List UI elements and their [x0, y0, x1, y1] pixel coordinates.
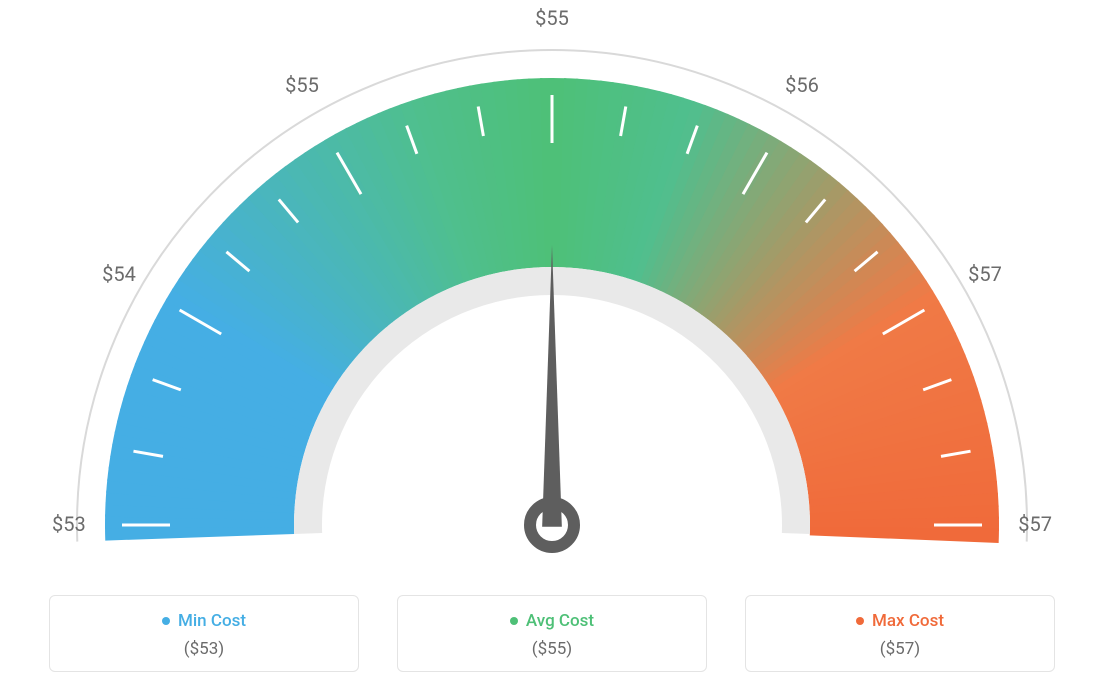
scale-label: $55: [535, 6, 569, 30]
scale-label: $54: [102, 262, 136, 286]
legend-label: Max Cost: [872, 611, 944, 631]
scale-label: $57: [968, 262, 1002, 286]
dot-icon: [856, 617, 864, 625]
legend-label: Avg Cost: [526, 611, 594, 631]
legend-label: Min Cost: [178, 611, 246, 631]
legend-card-max: Max Cost ($57): [745, 595, 1055, 672]
scale-label: $57: [1018, 512, 1052, 536]
scale-label: $53: [52, 512, 86, 536]
legend-title-min: Min Cost: [162, 611, 246, 631]
dot-icon: [510, 617, 518, 625]
legend-value: ($53): [50, 639, 358, 659]
legend-value: ($57): [746, 639, 1054, 659]
gauge-svg: $53 $54 $55 $55 $56 $57 $57: [0, 0, 1104, 560]
scale-label: $55: [285, 73, 319, 97]
legend-title-max: Max Cost: [856, 611, 944, 631]
legend-card-min: Min Cost ($53): [49, 595, 359, 672]
gauge-chart: $53 $54 $55 $55 $56 $57 $57: [0, 0, 1104, 560]
legend-title-avg: Avg Cost: [510, 611, 594, 631]
scale-label: $56: [785, 73, 819, 97]
legend-value: ($55): [398, 639, 706, 659]
dot-icon: [162, 617, 170, 625]
legend-card-avg: Avg Cost ($55): [397, 595, 707, 672]
legend-row: Min Cost ($53) Avg Cost ($55) Max Cost (…: [0, 595, 1104, 672]
